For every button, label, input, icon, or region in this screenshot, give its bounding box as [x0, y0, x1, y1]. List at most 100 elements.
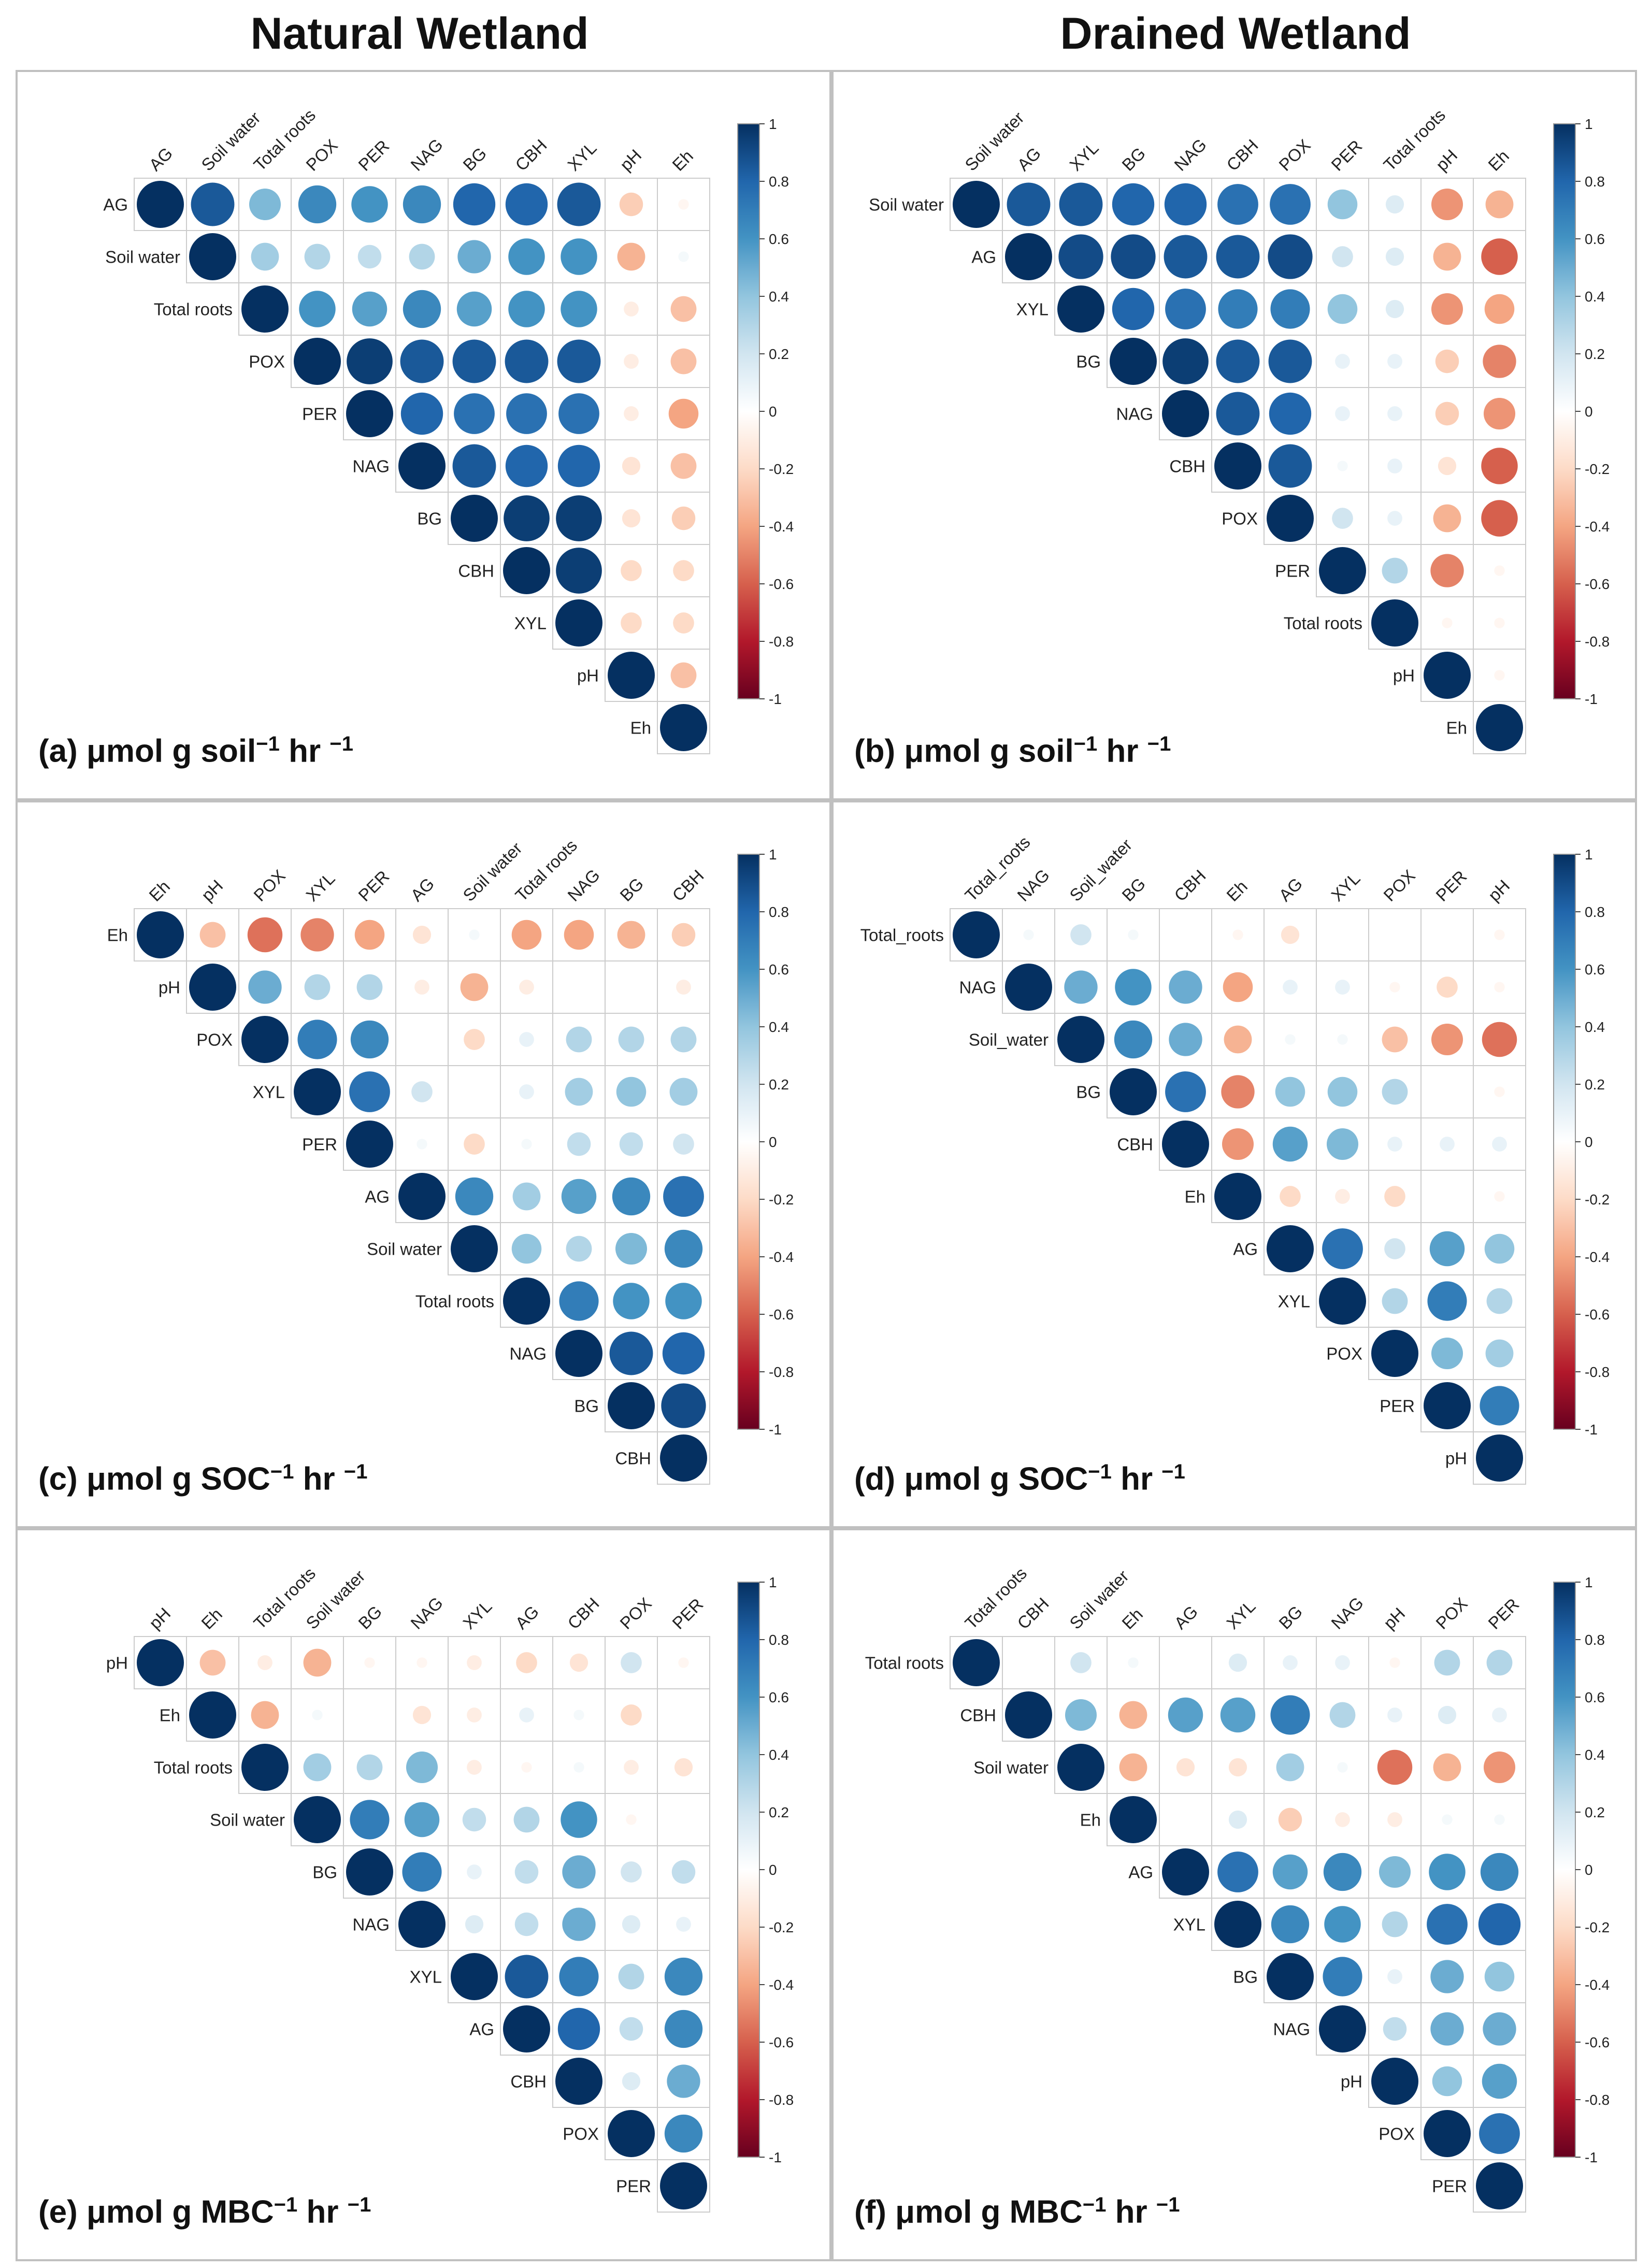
panel-d: Total_roots NAG Soil_water BG CBH Eh AG XYL POX P… — [831, 800, 1637, 1528]
correlation-circle — [624, 1760, 639, 1775]
correlation-circle — [622, 456, 641, 476]
panel-b: Soil water AG XYL BG NAG CBH POX PER Total roots… — [831, 70, 1637, 800]
correlation-circle — [1057, 1744, 1104, 1791]
correlation-circle — [503, 1277, 550, 1325]
colorbar-tick-label: 0.2 — [769, 1076, 789, 1093]
correlation-circle — [1486, 1649, 1513, 1676]
column-label: XYL — [1066, 138, 1102, 175]
correlation-circle — [618, 1026, 644, 1053]
column-label: pH — [616, 146, 645, 175]
correlation-circle — [1217, 1851, 1258, 1892]
correlation-circle — [1387, 458, 1402, 473]
correlation-circle — [1476, 704, 1523, 751]
correlation-circle — [673, 560, 694, 581]
correlation-circle — [557, 339, 601, 383]
correlation-circle — [1335, 1189, 1350, 1204]
correlation-circle — [406, 1751, 438, 1784]
correlation-circle — [1228, 1810, 1247, 1829]
colorbar-tick-label: -1 — [769, 2149, 782, 2165]
correlation-circle — [662, 1332, 705, 1375]
correlation-circle — [1070, 1652, 1092, 1673]
correlation-circle — [465, 1915, 484, 1934]
correlation-circle — [402, 1852, 442, 1892]
correlation-circle — [616, 1076, 647, 1107]
correlation-circle — [1164, 183, 1207, 226]
correlation-circle — [1430, 554, 1464, 587]
correlation-circle — [1283, 980, 1298, 995]
correlation-circle — [555, 1330, 602, 1377]
correlation-circle — [294, 338, 341, 385]
correlation-plot-a: AG Soil water Total roots POX PER NAG BG CBH XYL… — [103, 105, 794, 754]
column-label: pH — [197, 876, 226, 905]
correlation-circle — [1224, 1025, 1252, 1054]
row-label: POX — [1222, 509, 1258, 528]
column-label: Eh — [1484, 146, 1513, 175]
colorbar-tick-label: -0.8 — [769, 634, 794, 650]
correlation-circle — [556, 495, 602, 541]
correlation-circle — [1430, 1960, 1464, 1993]
correlation-circle — [1337, 1762, 1348, 1773]
correlation-circle — [1494, 982, 1505, 993]
colorbar-tick-label: -0.4 — [769, 519, 794, 535]
correlation-circle — [1272, 1854, 1308, 1890]
correlation-circle — [1494, 670, 1505, 681]
correlation-circle — [1446, 934, 1448, 936]
correlation-circle — [1176, 1758, 1195, 1777]
correlation-circle — [1389, 1657, 1400, 1668]
correlation-circle — [241, 285, 289, 333]
correlation-circle — [467, 1707, 482, 1722]
correlation-circle — [1424, 652, 1471, 699]
colorbar-tick-label: -0.4 — [1585, 519, 1610, 535]
grid-cell — [657, 2159, 710, 2213]
row-label: Eh — [630, 719, 651, 738]
correlation-circle — [467, 1760, 482, 1775]
correlation-circle — [1394, 934, 1396, 936]
correlation-circle — [608, 1382, 655, 1429]
grid-cell — [657, 1431, 710, 1485]
correlation-circle — [1337, 1034, 1348, 1045]
column-label: NAG — [564, 865, 604, 905]
column-label: POX — [302, 135, 341, 174]
correlation-circle — [561, 1179, 597, 1214]
colorbar-tick-label: -0.8 — [769, 2092, 794, 2108]
correlation-circle — [404, 1802, 440, 1838]
row-label: NAG — [959, 978, 996, 997]
column-label: POX — [250, 866, 289, 905]
correlation-circle — [1382, 557, 1408, 584]
correlation-circle — [567, 1132, 591, 1156]
correlation-circle — [241, 1016, 289, 1063]
grid-cell — [1473, 2159, 1526, 2213]
correlation-circle — [1110, 338, 1157, 385]
correlation-circle — [506, 393, 547, 434]
correlation-circle — [953, 911, 1000, 958]
correlation-circle — [417, 1657, 427, 1668]
row-label: Total roots — [1284, 614, 1362, 633]
correlation-circle — [573, 1710, 584, 1720]
correlation-circle — [1481, 238, 1518, 275]
correlation-circle — [467, 1655, 482, 1670]
column-label: NAG — [407, 1593, 447, 1633]
correlation-circle — [467, 1864, 482, 1879]
correlation-circle — [565, 1078, 593, 1106]
correlation-circle — [1275, 1076, 1305, 1107]
column-label: XYL — [459, 1597, 495, 1633]
colorbar-tick-label: -1 — [1585, 691, 1598, 707]
correlation-circle — [1267, 1953, 1314, 2000]
correlation-circle — [1216, 235, 1260, 279]
column-label: pH — [145, 1604, 174, 1633]
colorbar-tick-label: 0.4 — [769, 1747, 789, 1763]
colorbar-tick-label: 0 — [1585, 1134, 1593, 1150]
correlation-circle — [664, 2114, 703, 2153]
correlation-circle — [1481, 448, 1518, 484]
correlation-circle — [511, 920, 542, 950]
correlation-circle — [1427, 1281, 1467, 1321]
correlation-circle — [1371, 599, 1418, 647]
panel-caption: (b) μmol g soil−1 hr −1 — [854, 733, 1171, 769]
correlation-circle — [670, 348, 697, 375]
colorbar-tick-label: -0.8 — [1585, 1364, 1610, 1380]
correlation-circle — [621, 1861, 642, 1883]
colorbar-tick-label: 0.6 — [769, 961, 789, 978]
correlation-circle — [1424, 2110, 1471, 2157]
column-label: POX — [1432, 1594, 1471, 1632]
